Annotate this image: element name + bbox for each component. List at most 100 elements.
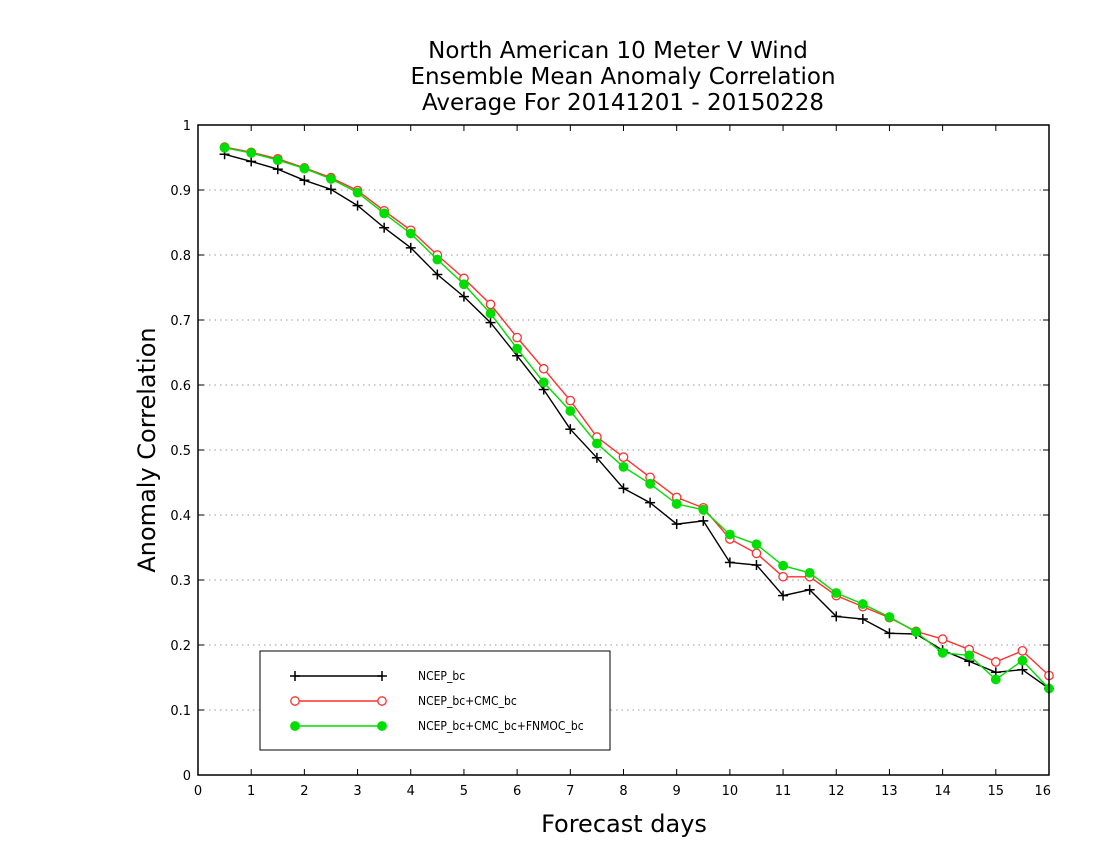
- x-tick-label: 10: [722, 784, 739, 799]
- chart-title-line-3: Average For 20141201 - 20150228: [422, 90, 824, 116]
- data-point: [751, 560, 762, 571]
- y-tick-label: 0.1: [170, 704, 191, 719]
- gridlines: [198, 189, 1049, 711]
- data-point: [671, 499, 682, 509]
- x-tick-label: 14: [934, 784, 951, 799]
- data-point: [645, 478, 655, 489]
- y-tick-label: 0.2: [170, 639, 191, 654]
- data-point: [379, 222, 390, 233]
- data-point: [990, 674, 1001, 685]
- data-point: [698, 504, 709, 515]
- y-tick-label: 0.4: [170, 509, 191, 524]
- series-line: [224, 147, 1050, 689]
- data-point: [485, 317, 496, 328]
- data-point: [352, 200, 363, 211]
- data-point: [964, 650, 975, 661]
- x-tick-label: 15: [988, 784, 1005, 799]
- data-point: [751, 539, 762, 550]
- y-tick-label: 0.9: [170, 184, 191, 199]
- data-point: [618, 483, 629, 494]
- x-tick-label: 2: [300, 784, 308, 799]
- data-point: [512, 332, 522, 343]
- chart-title: North American 10 Meter V Wind Ensemble …: [410, 38, 835, 116]
- data-point: [831, 588, 842, 598]
- data-point: [724, 557, 735, 568]
- y-axis-label: Anomaly Correlation: [133, 327, 161, 572]
- legend-label: NCEP_bc: [418, 669, 465, 683]
- data-point: [325, 184, 336, 195]
- data-point: [857, 614, 868, 624]
- data-point: [990, 657, 1001, 667]
- data-point: [458, 291, 469, 302]
- y-tick-label: 0.3: [170, 574, 191, 589]
- series-line: [224, 153, 1050, 690]
- data-point: [538, 363, 549, 374]
- data-point: [565, 395, 576, 406]
- legend-marker: [377, 721, 387, 731]
- series-layer: [219, 142, 1054, 694]
- data-point: [724, 529, 735, 540]
- data-point: [911, 627, 921, 637]
- y-tick-label: 0.5: [170, 444, 191, 459]
- data-point: [405, 228, 416, 239]
- y-tick-label: 0: [183, 769, 191, 784]
- data-point: [751, 548, 762, 559]
- data-point: [884, 612, 895, 622]
- data-point: [299, 163, 310, 174]
- series-line: [224, 146, 1050, 677]
- legend: NCEP_bc NCEP_bc+CMC_bc NCEP_bc+CMC_bc+FNMO…: [259, 650, 611, 751]
- data-point: [591, 452, 602, 463]
- data-point: [1017, 664, 1028, 675]
- x-tick-label: 0: [194, 784, 202, 799]
- data-point: [592, 438, 602, 449]
- data-point: [485, 308, 496, 319]
- chart-title-line-1: North American 10 Meter V Wind: [428, 38, 808, 64]
- x-tick-label: 8: [619, 784, 627, 799]
- data-point: [778, 560, 788, 571]
- legend-marker: [377, 696, 387, 706]
- chart-title-line-2: Ensemble Mean Anomaly Correlation: [410, 64, 835, 90]
- series-2: [219, 142, 1054, 681]
- legend-label: NCEP_bc+CMC_bc+FNMOC_bc: [418, 719, 584, 733]
- data-point: [379, 208, 390, 219]
- data-point: [1017, 645, 1028, 656]
- data-point: [432, 254, 443, 265]
- x-axis-label: Forecast days: [541, 810, 707, 838]
- data-point: [538, 377, 549, 388]
- data-point: [698, 515, 709, 526]
- data-point: [459, 279, 469, 290]
- x-tick-label: 3: [353, 784, 361, 799]
- data-point: [565, 406, 576, 416]
- x-tick-label: 4: [407, 784, 415, 799]
- data-point: [485, 299, 496, 310]
- y-tick-label: 1: [183, 119, 191, 134]
- data-point: [937, 634, 948, 645]
- data-point: [831, 611, 842, 622]
- legend-label: NCEP_bc+CMC_bc: [418, 694, 517, 708]
- data-point: [618, 462, 629, 472]
- x-tick-label: 6: [513, 784, 521, 799]
- data-point: [405, 242, 416, 253]
- legend-marker: [290, 671, 300, 681]
- axis-ticks: 00.10.20.30.40.50.60.70.80.910 1 2 3 4 5 6 7 8 9 1…: [170, 119, 1051, 799]
- legend-entry-3: NCEP_bc+CMC_bc+FNMOC_bc: [290, 719, 584, 733]
- legend-entry-1: NCEP_bc: [290, 669, 465, 683]
- x-tick-label: 1: [247, 784, 255, 799]
- x-tick-label: 9: [673, 784, 681, 799]
- x-tick-label: 7: [566, 784, 574, 799]
- data-point: [884, 628, 895, 639]
- data-point: [671, 519, 682, 530]
- data-point: [804, 584, 815, 595]
- data-point: [219, 142, 230, 153]
- data-point: [618, 452, 629, 462]
- data-point: [432, 269, 443, 280]
- data-point: [246, 148, 257, 158]
- data-point: [804, 567, 815, 578]
- x-tick-label: 11: [775, 784, 792, 799]
- legend-marker: [290, 696, 300, 706]
- x-tick-label: 13: [881, 784, 898, 799]
- data-point: [778, 571, 788, 582]
- legend-marker: [290, 721, 300, 731]
- data-point: [272, 164, 283, 175]
